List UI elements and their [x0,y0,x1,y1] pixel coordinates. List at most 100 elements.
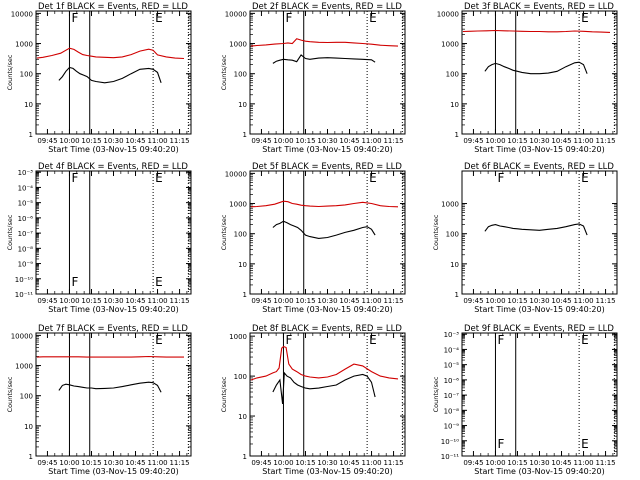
x-tick-label: 10:15 [507,459,527,467]
y-axis-label: Counts/sec [220,214,228,250]
y-tick-label: 10⁻³ [444,331,460,339]
x-tick-label: 10:15 [295,137,315,145]
y-tick-label: 1000 [229,41,247,49]
chart-title: Det 2f BLACK = Events, RED = LLD [252,2,402,12]
y-tick-label: 100 [234,71,247,79]
y-tick-label: 1000 [15,363,33,371]
x-tick-label: 11:15 [169,459,189,467]
x-tick-label: 11:15 [169,137,189,145]
x-tick-label: 10:45 [551,137,571,145]
series-line-lld [250,200,399,208]
x-tick-label: 11:00 [147,137,167,145]
marker-f: F [497,171,504,185]
x-tick-label: 10:15 [295,459,315,467]
y-axis-label: Counts/sec [6,54,14,90]
x-tick-label: 11:00 [147,297,167,305]
marker-e: E [155,11,163,25]
y-tick-label: 10 [450,261,459,269]
x-tick-label: 09:45 [251,459,271,467]
y-tick-label: 1 [243,453,247,461]
y-tick-label: 100 [446,71,459,79]
x-axis-label: Start Time (03-Nov-15 09:40:20) [474,467,604,476]
chart-title: Det 8f BLACK = Events, RED = LLD [252,324,402,334]
chart-title: Det 4f BLACK = Events, RED = LLD [38,162,188,172]
y-axis-label: Counts/sec [6,376,14,412]
y-tick-label: 1000 [15,41,33,49]
x-tick-label: 10:00 [273,459,293,467]
series-line-events [272,371,376,405]
y-tick-label: 10000 [11,10,33,18]
x-tick-label: 10:15 [295,297,315,305]
x-tick-label: 09:45 [251,297,271,305]
y-tick-label: 100 [20,393,33,401]
y-tick-label: 10⁻⁶ [18,215,34,223]
y-tick-label: 10 [450,101,459,109]
x-axis-label: Start Time (03-Nov-15 09:40:20) [48,145,178,154]
y-tick-label: 10⁻⁵ [18,200,34,208]
marker-e: E [369,171,377,185]
chart-panel-6: Det 6f BLACK = Events, RED = LLD 1 10 100 10… [432,162,618,314]
series-line-events [484,61,588,75]
y-tick-label: 10⁻¹⁰ [15,276,33,284]
y-tick-label: 10000 [11,332,33,340]
y-tick-label: 100 [20,71,33,79]
x-tick-label: 10:15 [81,459,101,467]
marker-e: E [581,333,589,347]
series-line-lld [36,355,184,358]
series-line-lld [462,29,611,33]
x-tick-label: 11:15 [383,297,403,305]
marker-f: F [71,171,78,185]
y-tick-label: 10⁻⁹ [444,423,460,431]
x-tick-label: 10:00 [273,137,293,145]
x-axis-label: Start Time (03-Nov-15 09:40:20) [474,145,604,154]
series-line-events [272,54,376,64]
y-tick-label: 10⁻⁷ [18,230,34,238]
x-tick-label: 10:45 [339,459,359,467]
y-tick-label: 1 [243,131,247,139]
x-tick-label: 10:30 [529,297,549,305]
x-tick-label: 11:15 [595,459,615,467]
series-line-lld [250,38,399,47]
marker-e: E [369,11,377,25]
marker-f: F [71,275,78,289]
y-tick-label: 100 [234,231,247,239]
y-tick-label: 10⁻¹¹ [15,291,33,299]
y-tick-label: 10⁻⁸ [444,407,460,415]
x-tick-label: 10:00 [59,459,79,467]
marker-e: E [581,437,589,451]
marker-f: F [71,11,78,25]
x-tick-label: 11:00 [361,459,381,467]
x-tick-label: 10:30 [103,459,123,467]
y-tick-label: 1000 [441,201,459,209]
x-tick-label: 10:30 [317,137,337,145]
y-tick-label: 100 [234,373,247,381]
y-tick-label: 10000 [225,10,247,18]
series-line-events [272,220,376,239]
chart-title: Det 3f BLACK = Events, RED = LLD [464,2,614,12]
chart-panel-4: Det 4f BLACK = Events, RED = LLD 10⁻¹¹ 10⁻… [6,162,192,314]
chart-title: Det 6f BLACK = Events, RED = LLD [464,162,614,172]
x-tick-label: 11:00 [361,297,381,305]
x-tick-label: 10:15 [507,297,527,305]
chart-panel-7: Det 7f BLACK = Events, RED = LLD 1 10 100 10… [6,324,192,476]
x-tick-label: 10:00 [59,137,79,145]
series-line-lld [250,345,399,381]
y-tick-label: 1 [29,131,33,139]
chart-panel-3: Det 3f BLACK = Events, RED = LLD 1 10 100 10… [437,2,618,154]
x-tick-label: 09:45 [251,137,271,145]
x-tick-label: 09:45 [463,297,483,305]
x-tick-label: 10:30 [103,137,123,145]
y-tick-label: 10 [238,101,247,109]
x-axis-label: Start Time (03-Nov-15 09:40:20) [262,305,392,314]
y-tick-label: 1000 [229,333,247,341]
y-axis-label: Counts/sec [6,214,14,250]
series-line-events [58,66,162,84]
x-tick-label: 10:30 [317,297,337,305]
x-axis-label: Start Time (03-Nov-15 09:40:20) [262,467,392,476]
y-tick-label: 1 [29,453,33,461]
y-tick-label: 10⁻⁵ [444,362,460,370]
x-tick-label: 10:00 [59,297,79,305]
x-tick-label: 10:30 [317,459,337,467]
y-tick-label: 10⁻⁴ [18,184,34,192]
chart-panel-9: Det 9f BLACK = Events, RED = LLD 10⁻¹¹ 10⁻… [432,324,618,476]
